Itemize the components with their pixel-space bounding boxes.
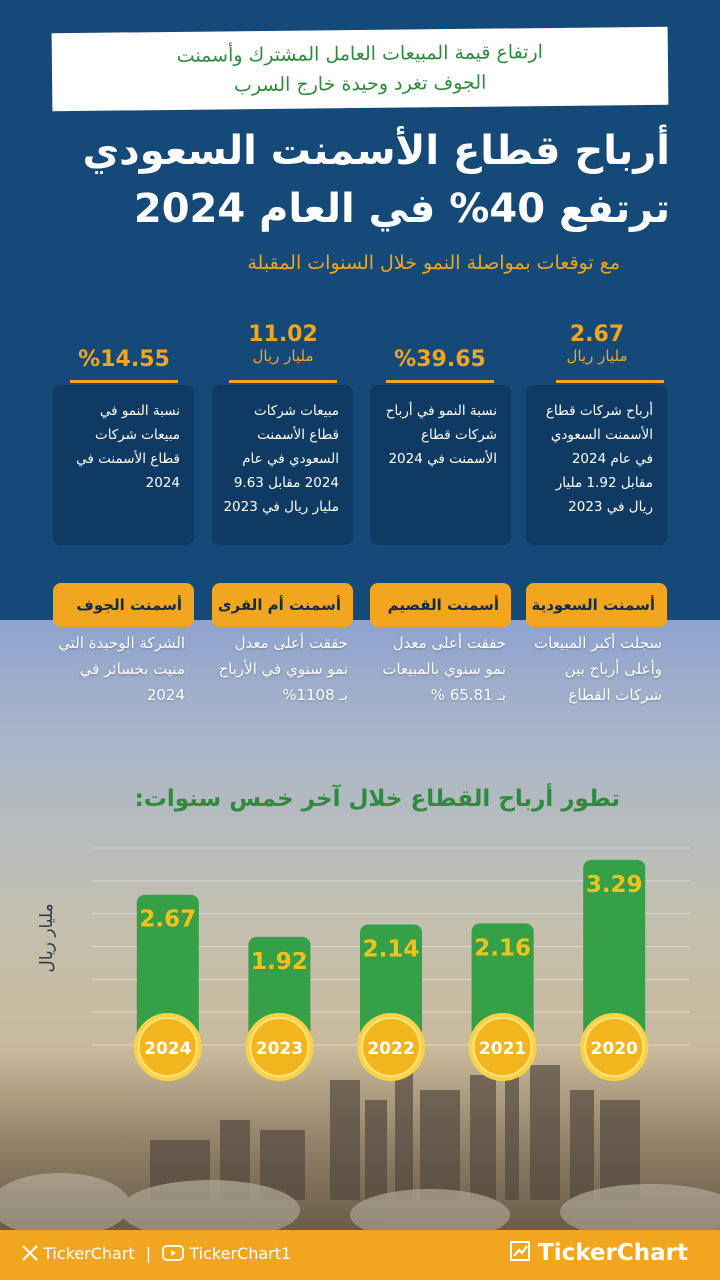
stat-sales: 11.02 مليار ريال (213, 322, 353, 365)
brand-logo: TickerChart (510, 1240, 688, 1267)
year-label: 2024 (144, 1039, 191, 1059)
stat-value: 2.67 (569, 322, 625, 347)
footer-bar: TickerChart | TickerChart1 TickerChart (0, 1230, 720, 1280)
brand-name: TickerChart (538, 1240, 688, 1266)
stat-underline (70, 380, 178, 383)
main-title-line-1: أرباح قطاع الأسمنت السعودي (82, 128, 670, 174)
company-qassim-cement-desc: حققت أعلى معدل نمو سنوي بالمبيعات بـ 65.… (382, 634, 506, 704)
company-umm-alqura-cement-desc: حققت أعلى معدل نمو سنوي في الأرباح بـ 11… (218, 634, 348, 704)
banner-line-2: الجوف تغرد وحيدة خارج السرب (233, 71, 487, 97)
chart-logo-icon (510, 1240, 531, 1267)
header-banner: ارتفاع قيمة المبيعات العامل المشترك وأسم… (51, 26, 669, 112)
subtitle: مع توقعات بمواصلة النمو خلال السنوات الم… (247, 252, 620, 274)
bar-2020 (583, 859, 646, 1050)
year-badge (361, 1017, 421, 1077)
stat-card-profits: أرباح شركات قطاع الأسمنت السعودي في عام … (526, 385, 667, 545)
x-handle[interactable]: TickerChart (43, 1244, 135, 1263)
stat-value: %14.55 (78, 347, 170, 372)
stat-card-profit-growth: نسبة النمو في أرباح شركات قطاع الأسمنت ف… (370, 385, 511, 545)
company-aljouf-cement-desc: الشركة الوحيدة التي منيت بخسائر في 2024 (58, 634, 185, 704)
year-label: 2022 (367, 1039, 414, 1059)
bar-value-label: 2.16 (474, 935, 531, 961)
company-aljouf-cement: أسمنت الجوف (53, 583, 194, 627)
year-badge (584, 1017, 645, 1077)
x-logo-icon (22, 1244, 38, 1265)
year-label: 2021 (479, 1039, 526, 1059)
stat-underline (229, 380, 337, 383)
year-badge (137, 1017, 198, 1077)
stat-profit-growth: %39.65 (370, 347, 510, 372)
main-title-line-2: ترتفع 40% في العام 2024 (133, 186, 670, 232)
bar-value-label: 3.29 (586, 872, 643, 898)
stat-unit: مليار ريال (252, 347, 314, 365)
chart-title: تطور أرباح القطاع خلال آخر خمس سنوات: (134, 786, 620, 812)
stat-underline (386, 380, 494, 383)
stat-unit: مليار ريال (566, 347, 628, 365)
company-qassim-cement: أسمنت القصيم (370, 583, 511, 627)
company-umm-alqura-cement: أسمنت أم القرى (212, 583, 353, 627)
y-axis-label: مليار ريال (37, 903, 57, 972)
bar-value-label: 2.14 (363, 937, 420, 963)
stat-value: 11.02 (248, 322, 318, 347)
stat-card-sales: مبيعات شركات قطاع الأسمنت السعودي في عام… (212, 385, 353, 545)
year-label: 2023 (256, 1039, 303, 1059)
stat-card-sales-growth: نسبة النمو في مبيعات شركات قطاع الأسمنت … (53, 385, 194, 545)
bar-2024 (136, 894, 199, 1050)
footer-divider: | (145, 1244, 152, 1263)
company-saudi-cement-desc: سجلت أكبر المبيعات وأعلى أرباح بين شركات… (534, 634, 662, 704)
year-badge (249, 1017, 310, 1077)
stat-underline (556, 380, 664, 383)
bar-value-label: 1.92 (251, 949, 308, 975)
stat-profits: 2.67 مليار ريال (527, 322, 667, 365)
year-label: 2020 (591, 1039, 638, 1059)
bar-value-label: 2.67 (139, 907, 196, 933)
company-saudi-cement: أسمنت السعودية (526, 583, 667, 627)
stat-sales-growth: %14.55 (54, 347, 194, 372)
factory-silhouette (0, 1050, 720, 1241)
year-badge (472, 1017, 533, 1077)
footer-social: TickerChart | TickerChart1 (22, 1244, 291, 1265)
profits-bar-chart: مليار ريال 3.29 2020 2.16 2021 2.14 2022 1.92 20… (37, 847, 690, 1081)
ground-shade (0, 1060, 720, 1240)
youtube-icon (162, 1244, 185, 1265)
youtube-handle[interactable]: TickerChart1 (189, 1244, 292, 1263)
stat-value: %39.65 (394, 347, 486, 372)
